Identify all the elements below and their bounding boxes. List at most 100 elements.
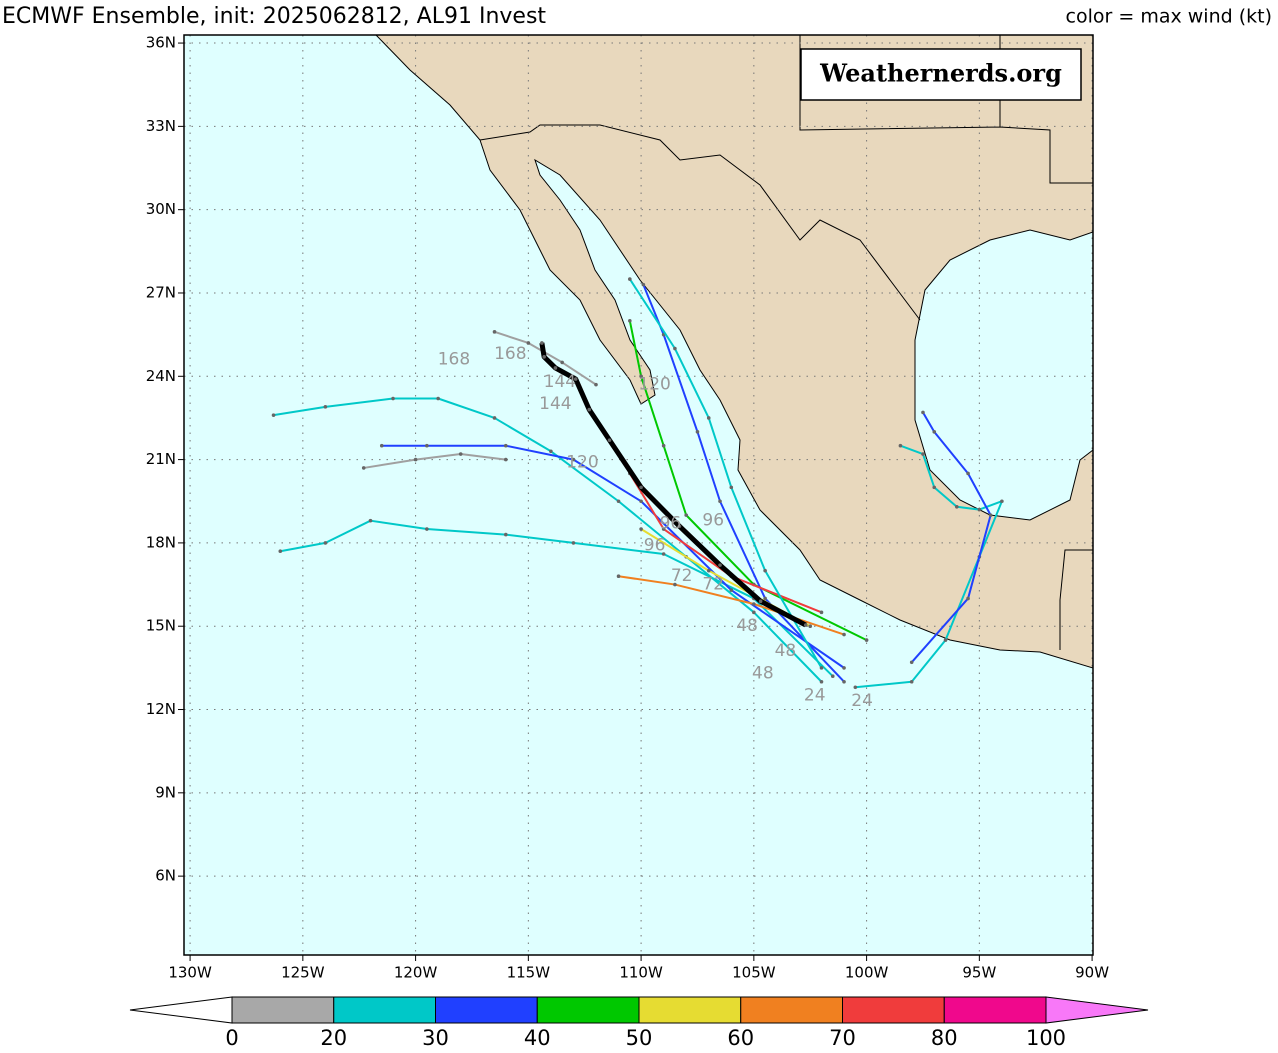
hour-label: 72 — [671, 566, 693, 586]
track-point — [492, 330, 497, 334]
track-point — [898, 443, 903, 448]
track-point — [628, 318, 632, 323]
frame — [183, 34, 1094, 956]
track-point — [718, 563, 722, 567]
track-point — [706, 568, 711, 573]
ensemble-track — [855, 444, 1003, 689]
hour-label: 24 — [851, 691, 873, 711]
track-point — [368, 518, 373, 523]
track-point — [278, 549, 283, 554]
y-tick-label: 33N — [146, 117, 176, 135]
y-tick-label: 27N — [146, 283, 176, 301]
hour-label: 120 — [566, 452, 598, 472]
hour-label: 24 — [804, 686, 826, 706]
track-point — [616, 574, 621, 579]
colorbar-segment — [842, 996, 945, 1024]
track-point — [695, 430, 700, 434]
track-point — [639, 485, 643, 490]
y-tick-label: 30N — [146, 200, 176, 218]
watermark-box — [800, 48, 1082, 101]
track-point — [752, 602, 756, 606]
track-point — [323, 405, 328, 409]
watermark: Weathernerds.org — [819, 59, 1062, 88]
hour-label: 168 — [438, 350, 470, 370]
track-point — [571, 541, 576, 545]
y-tick-label: 21N — [146, 450, 176, 468]
track-point — [752, 610, 756, 615]
track-point — [641, 282, 646, 287]
colorbar-segment — [943, 996, 1047, 1024]
track-point — [391, 396, 395, 401]
track-point — [830, 674, 835, 678]
track-point — [661, 443, 666, 448]
subtitle: color = max wind (kt) — [1066, 6, 1272, 28]
ensemble-track — [628, 278, 823, 669]
hour-label: 96 — [702, 511, 724, 531]
hour-label: 48 — [752, 663, 774, 683]
x-tick-label: 125W — [281, 964, 325, 982]
track-point — [573, 377, 578, 381]
x-tick-label: 110W — [619, 964, 663, 982]
x-tick-label: 95W — [962, 964, 996, 982]
track-point — [594, 382, 598, 387]
ensemble-track — [910, 411, 992, 663]
track-point — [864, 638, 869, 642]
track-point — [503, 443, 508, 448]
colorbar-segment — [333, 996, 436, 1024]
hour-label: 48 — [736, 616, 758, 636]
colorbar-label: 80 — [931, 1026, 958, 1050]
track-point — [729, 588, 734, 592]
track-point — [571, 457, 576, 462]
y-tick-label: 36N — [146, 34, 176, 52]
track-point — [542, 355, 546, 359]
colorbar-segment — [740, 996, 843, 1024]
y-tick-label: 24N — [146, 367, 176, 385]
track-point — [492, 416, 497, 420]
track-point — [706, 416, 711, 420]
land — [375, 35, 1093, 669]
track-point — [763, 568, 767, 573]
track-point — [677, 524, 682, 529]
track-point — [909, 660, 914, 665]
colorbar-segment — [231, 996, 335, 1024]
track-point — [684, 513, 688, 517]
x-tick-label: 105W — [732, 964, 776, 982]
colorbar-under — [129, 996, 233, 1024]
track-point — [842, 666, 846, 670]
colorbar-label: 20 — [320, 1026, 347, 1050]
track-point — [819, 679, 824, 684]
track-point — [932, 485, 937, 490]
track-point — [729, 485, 734, 490]
track-point — [842, 632, 846, 637]
track-point — [503, 532, 508, 537]
track-point — [616, 499, 621, 504]
track-point — [673, 346, 677, 351]
colorbar-label: 100 — [1026, 1026, 1066, 1050]
track-point — [819, 610, 824, 615]
track-point — [607, 438, 612, 442]
track-point — [436, 396, 440, 401]
track-point — [425, 527, 429, 531]
hour-label: 48 — [775, 641, 797, 661]
track-point — [803, 623, 808, 627]
x-tick-label: 90W — [1075, 964, 1109, 982]
track-point — [560, 360, 564, 365]
y-tick-label: 12N — [146, 700, 176, 718]
track-point — [763, 596, 767, 601]
x-tick-label: 130W — [168, 964, 212, 982]
hour-label: 144 — [539, 394, 571, 414]
track-point — [909, 679, 914, 684]
hour-label: 168 — [494, 344, 526, 364]
track-point — [549, 449, 553, 454]
x-tick-label: 100W — [845, 964, 889, 982]
colorbar-segment — [638, 996, 742, 1024]
track-point — [932, 430, 937, 434]
y-tick-label: 9N — [155, 783, 176, 801]
track-point — [853, 685, 858, 690]
track-point — [361, 466, 366, 470]
colorbar-label: 0 — [225, 1026, 238, 1050]
track-point — [458, 452, 463, 456]
track-point — [988, 513, 993, 517]
track-point — [503, 457, 508, 462]
track-point — [413, 457, 418, 462]
